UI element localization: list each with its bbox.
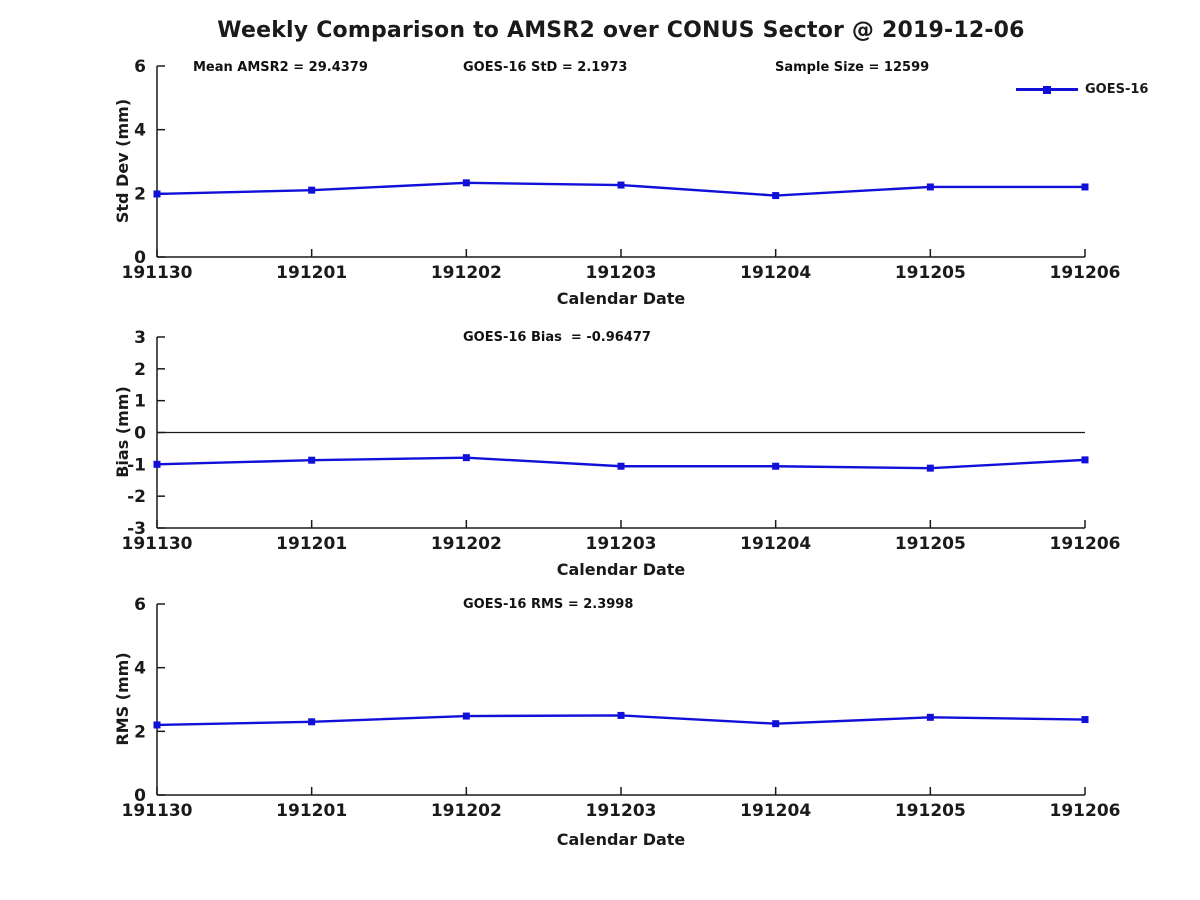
x-tick-label: 191206 xyxy=(1050,534,1121,554)
x-tick-label: 191203 xyxy=(586,801,657,821)
annotation-goes16-rms: GOES-16 RMS = 2.3998 xyxy=(463,597,634,612)
x-tick-label: 191204 xyxy=(740,801,811,821)
y-tick-label: 0 xyxy=(134,424,146,444)
y-tick-label: 2 xyxy=(134,360,146,380)
y-tick-label: -1 xyxy=(127,455,146,475)
data-point-marker xyxy=(617,181,625,189)
y-tick-label: 2 xyxy=(134,184,146,204)
data-point-marker xyxy=(926,183,934,191)
annotation-goes16-bias: GOES-16 Bias = -0.96477 xyxy=(463,330,651,345)
y-tick-label: 6 xyxy=(134,57,146,77)
x-tick-label: 191206 xyxy=(1050,801,1121,821)
x-tick-label: 191202 xyxy=(431,801,502,821)
x-tick-label: 191204 xyxy=(740,263,811,283)
y-tick-label: 4 xyxy=(134,659,146,679)
legend-line-sample-icon xyxy=(1016,85,1078,94)
data-point-marker xyxy=(772,462,780,470)
x-tick-label: 191203 xyxy=(586,263,657,283)
x-tick-label: 191203 xyxy=(586,534,657,554)
bias-chart-canvas: -3 -2 -1 0 1 2 3 191130 191201 191202 191203 191204… xyxy=(122,328,1121,554)
rms-chart-canvas: 0 2 4 6 191130 191201 191202 191203 191204 191205… xyxy=(122,595,1121,821)
data-point-marker xyxy=(617,462,625,470)
x-tick-label: 191130 xyxy=(122,534,193,554)
std-dev-y-axis-label: Std Dev (mm) xyxy=(113,98,132,224)
x-tick-label: 191201 xyxy=(276,534,347,554)
x-tick-label: 191130 xyxy=(122,263,193,283)
annotation-goes16-std: GOES-16 StD = 2.1973 xyxy=(463,60,628,75)
data-point-marker xyxy=(926,713,934,721)
y-tick-label: 0 xyxy=(134,248,146,268)
x-tick-label: 191206 xyxy=(1050,263,1121,283)
data-point-marker xyxy=(1081,456,1089,464)
std-dev-x-axis-label: Calendar Date xyxy=(556,289,686,308)
x-tick-label: 191205 xyxy=(895,263,966,283)
data-point-marker xyxy=(308,186,316,194)
x-tick-label: 191205 xyxy=(895,801,966,821)
data-point-marker xyxy=(462,179,470,187)
legend-label: GOES-16 xyxy=(1085,82,1149,97)
y-tick-label: -3 xyxy=(127,519,146,539)
x-tick-label: 191202 xyxy=(431,263,502,283)
rms-x-axis-label: Calendar Date xyxy=(556,830,686,849)
data-point-marker xyxy=(617,711,625,719)
data-point-marker xyxy=(153,190,161,198)
y-tick-label: 2 xyxy=(134,722,146,742)
y-tick-label: 1 xyxy=(134,392,146,412)
x-tick-label: 191205 xyxy=(895,534,966,554)
bias-y-axis-label: Bias (mm) xyxy=(113,386,132,478)
data-point-marker xyxy=(462,712,470,720)
std-dev-chart-canvas: 0 2 4 6 191130 191201 191202 191203 191204 191205… xyxy=(122,57,1121,283)
data-point-marker xyxy=(308,718,316,726)
bias-x-axis-label: Calendar Date xyxy=(556,560,686,579)
data-point-marker xyxy=(153,460,161,468)
figure-title: Weekly Comparison to AMSR2 over CONUS Se… xyxy=(217,18,1025,43)
legend-square-marker-icon xyxy=(1043,85,1051,94)
x-tick-label: 191130 xyxy=(122,801,193,821)
x-tick-label: 191201 xyxy=(276,263,347,283)
data-point-marker xyxy=(926,464,934,472)
y-tick-label: 6 xyxy=(134,595,146,615)
x-tick-label: 191201 xyxy=(276,801,347,821)
y-tick-label: 4 xyxy=(134,121,146,141)
data-point-marker xyxy=(308,456,316,464)
rms-y-axis-label: RMS (mm) xyxy=(113,652,132,746)
data-point-marker xyxy=(153,721,161,729)
annotation-sample-size: Sample Size = 12599 xyxy=(775,60,930,75)
legend: GOES-16 xyxy=(1016,82,1148,97)
y-tick-label: 0 xyxy=(134,786,146,806)
y-tick-label: 3 xyxy=(134,328,146,348)
data-point-marker xyxy=(462,454,470,462)
annotation-mean-amsr2: Mean AMSR2 = 29.4379 xyxy=(193,60,368,75)
x-tick-label: 191204 xyxy=(740,534,811,554)
x-tick-label: 191202 xyxy=(431,534,502,554)
y-tick-label: -2 xyxy=(127,487,146,507)
data-point-marker xyxy=(1081,716,1089,724)
data-point-marker xyxy=(772,720,780,728)
data-point-marker xyxy=(1081,183,1089,191)
data-point-marker xyxy=(772,192,780,200)
